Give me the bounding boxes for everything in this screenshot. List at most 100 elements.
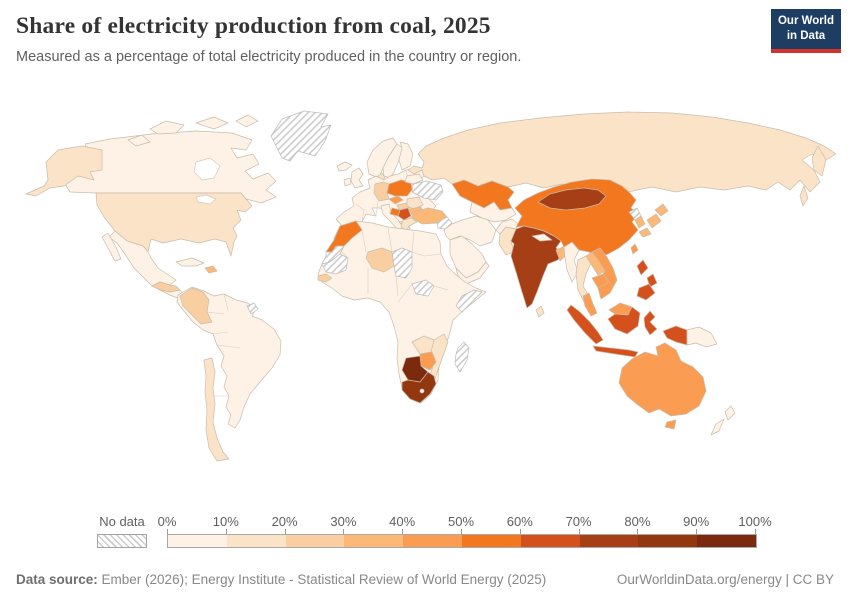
logo-line-2: in Data	[786, 29, 826, 42]
data-source-line: Data source: Ember (2026); Energy Instit…	[16, 572, 546, 587]
legend-tick-label: 70%	[565, 514, 592, 529]
country-mexico-baja[interactable]	[101, 232, 122, 262]
country-pakistan[interactable]	[498, 226, 517, 256]
legend-no-data-swatch[interactable]	[97, 534, 147, 548]
country-bosnia[interactable]	[389, 207, 401, 217]
legend-tick-label: 20%	[271, 514, 298, 529]
legend-tick-label: 90%	[683, 514, 710, 529]
legend-cells	[167, 534, 757, 548]
legend-tick-label: 0%	[157, 514, 177, 529]
country-syria[interactable]	[436, 216, 453, 230]
chart-subtitle: Measured as a percentage of total electr…	[16, 49, 522, 66]
legend-color-bar: 0% 10% 20% 30% 40% 50% 60% 70% 80% 90% 100%	[158, 512, 772, 552]
owid-logo[interactable]: Our World in Data	[771, 9, 841, 53]
country-ireland[interactable]	[343, 177, 352, 187]
country-mongolia[interactable]	[537, 187, 607, 211]
legend-cell[interactable]	[226, 535, 286, 547]
legend-tick-label: 10%	[212, 514, 239, 529]
country-japan-kyushu[interactable]	[638, 227, 652, 238]
legend-cell[interactable]	[285, 535, 345, 547]
country-russia[interactable]	[407, 111, 837, 193]
country-ukraine[interactable]	[411, 180, 444, 201]
legend-no-data-label: No data	[99, 514, 145, 529]
legend-tick-label: 60%	[506, 514, 533, 529]
country-australia-tasmania[interactable]	[664, 419, 677, 430]
country-iceland[interactable]	[336, 161, 353, 172]
country-cuba[interactable]	[175, 257, 205, 267]
data-source-text: Ember (2026); Energy Institute - Statist…	[97, 572, 547, 587]
country-niger[interactable]	[365, 247, 395, 273]
legend-cell[interactable]	[168, 535, 227, 547]
data-source-label: Data source:	[16, 572, 98, 587]
region-central-asia[interactable]	[469, 201, 517, 223]
country-senegal[interactable]	[317, 273, 333, 283]
country-taiwan[interactable]	[630, 243, 639, 255]
country-japan-hokkaido[interactable]	[654, 203, 669, 217]
logo-line-1: Our World	[777, 15, 834, 27]
great-lakes	[195, 194, 217, 205]
country-indonesia-sumatra[interactable]	[566, 304, 604, 345]
country-czechia[interactable]	[388, 195, 404, 205]
country-russia-sakhalin[interactable]	[799, 185, 809, 207]
country-belarus[interactable]	[404, 173, 424, 185]
owid-url-license[interactable]: OurWorldinData.org/energy | CC BY	[616, 572, 834, 587]
map-legend: No data 0% 10% 20% 30% 40% 50% 60% 70% 80% 90% 100…	[0, 512, 850, 554]
legend-tick-label: 100%	[738, 514, 772, 529]
country-malaysia-peninsula[interactable]	[582, 292, 598, 317]
country-colombia[interactable]	[179, 287, 213, 325]
country-poland[interactable]	[386, 179, 413, 197]
country-south-africa[interactable]	[401, 371, 437, 404]
legend-cell[interactable]	[697, 535, 756, 547]
legend-tick-label: 40%	[389, 514, 416, 529]
country-dominican-republic[interactable]	[204, 265, 218, 274]
country-philippines-luzon[interactable]	[636, 259, 649, 276]
country-philippines-mindanao[interactable]	[636, 283, 656, 301]
country-nepal[interactable]	[531, 233, 553, 242]
country-usa-alaska[interactable]	[25, 145, 103, 197]
legend-cell[interactable]	[638, 535, 698, 547]
legend-cell[interactable]	[344, 535, 404, 547]
country-indonesia-kalimantan[interactable]	[607, 306, 641, 335]
country-romania[interactable]	[406, 196, 424, 210]
country-canada-arctic-1[interactable]	[149, 120, 185, 135]
hudson-bay	[193, 157, 221, 181]
legend-cell[interactable]	[520, 535, 580, 547]
legend-tick-label: 50%	[447, 514, 475, 529]
country-chile[interactable]	[203, 357, 230, 462]
country-norway[interactable]	[366, 137, 398, 179]
country-papua-new-guinea[interactable]	[686, 326, 718, 348]
country-canada-arctic-4[interactable]	[127, 134, 151, 147]
country-vietnam[interactable]	[591, 247, 618, 300]
country-new-zealand-north[interactable]	[724, 405, 736, 421]
country-lesotho	[419, 388, 425, 394]
country-south-korea[interactable]	[634, 215, 646, 229]
country-indonesia-java[interactable]	[592, 345, 639, 358]
country-indonesia-papua[interactable]	[662, 325, 688, 346]
country-chad[interactable]	[391, 247, 413, 279]
country-somalia[interactable]	[455, 289, 483, 313]
country-indonesia-sulawesi[interactable]	[643, 310, 658, 336]
country-japan-honshu[interactable]	[646, 213, 662, 229]
legend-cell[interactable]	[461, 535, 521, 547]
country-canada-arctic-2[interactable]	[195, 116, 229, 130]
country-russia-kamchatka[interactable]	[811, 145, 827, 177]
country-germany[interactable]	[373, 181, 390, 202]
country-uk[interactable]	[350, 167, 364, 189]
page-title: Share of electricity production from coa…	[16, 13, 491, 39]
legend-cell[interactable]	[403, 535, 462, 547]
legend-cell[interactable]	[579, 535, 639, 547]
country-new-zealand-south[interactable]	[710, 418, 725, 436]
chart-footer: Data source: Ember (2026); Energy Instit…	[16, 572, 834, 587]
country-finland[interactable]	[398, 141, 414, 171]
country-french-guiana[interactable]	[246, 302, 259, 315]
country-sri-lanka[interactable]	[535, 305, 545, 318]
country-greenland[interactable]	[270, 110, 332, 162]
country-madagascar[interactable]	[454, 341, 470, 373]
legend-tick-label: 80%	[624, 514, 651, 529]
chart-header: Share of electricity production from coa…	[16, 12, 760, 67]
country-mauritania[interactable]	[321, 253, 349, 275]
country-canada-arctic-3[interactable]	[235, 114, 259, 128]
country-australia[interactable]	[618, 342, 707, 417]
country-south-sudan[interactable]	[411, 279, 435, 297]
